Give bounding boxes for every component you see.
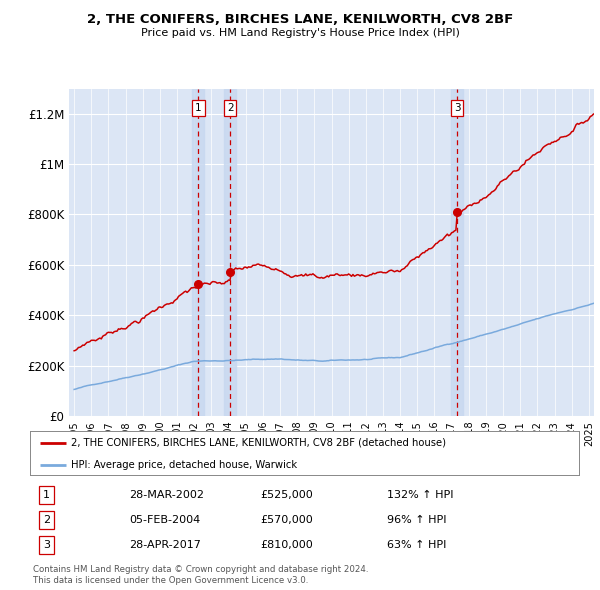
Text: 28-APR-2017: 28-APR-2017 <box>129 540 200 550</box>
Text: Price paid vs. HM Land Registry's House Price Index (HPI): Price paid vs. HM Land Registry's House … <box>140 28 460 38</box>
Bar <box>451 88 463 416</box>
Text: £525,000: £525,000 <box>260 490 313 500</box>
Text: HPI: Average price, detached house, Warwick: HPI: Average price, detached house, Warw… <box>71 460 298 470</box>
Text: 05-FEB-2004: 05-FEB-2004 <box>129 515 200 525</box>
Text: Contains HM Land Registry data © Crown copyright and database right 2024.
This d: Contains HM Land Registry data © Crown c… <box>33 565 368 585</box>
Bar <box>193 88 205 416</box>
Text: 28-MAR-2002: 28-MAR-2002 <box>129 490 204 500</box>
Text: 2, THE CONIFERS, BIRCHES LANE, KENILWORTH, CV8 2BF: 2, THE CONIFERS, BIRCHES LANE, KENILWORT… <box>87 13 513 26</box>
Bar <box>224 88 236 416</box>
Text: 2: 2 <box>43 515 50 525</box>
Text: 3: 3 <box>454 103 461 113</box>
Text: 3: 3 <box>43 540 50 550</box>
Text: 132% ↑ HPI: 132% ↑ HPI <box>387 490 454 500</box>
Text: 1: 1 <box>195 103 202 113</box>
Text: 96% ↑ HPI: 96% ↑ HPI <box>387 515 446 525</box>
Text: 63% ↑ HPI: 63% ↑ HPI <box>387 540 446 550</box>
Text: 2, THE CONIFERS, BIRCHES LANE, KENILWORTH, CV8 2BF (detached house): 2, THE CONIFERS, BIRCHES LANE, KENILWORT… <box>71 438 446 448</box>
Text: 2: 2 <box>227 103 233 113</box>
Text: £570,000: £570,000 <box>260 515 313 525</box>
Text: 1: 1 <box>43 490 50 500</box>
Text: £810,000: £810,000 <box>260 540 313 550</box>
